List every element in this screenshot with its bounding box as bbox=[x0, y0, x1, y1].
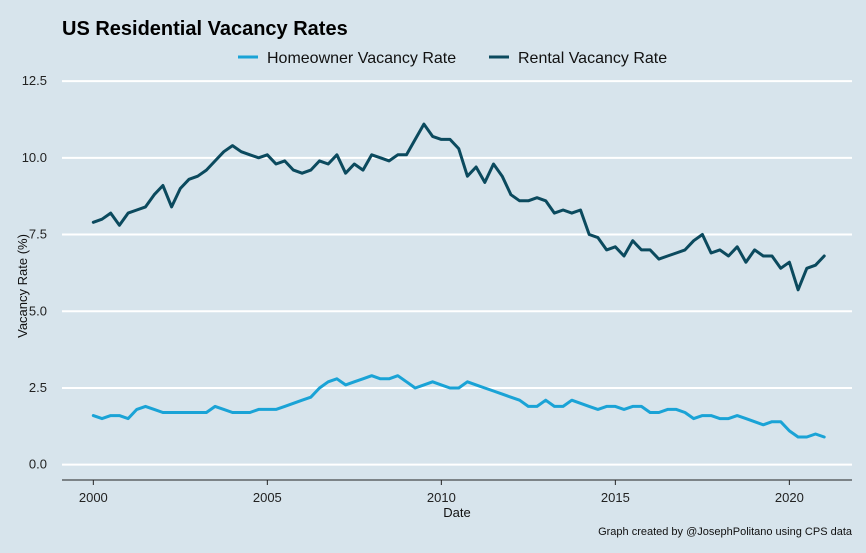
legend-label-rental: Rental Vacancy Rate bbox=[518, 50, 667, 67]
source-caption: Graph created by @JosephPolitano using C… bbox=[598, 526, 853, 538]
y-axis-ticks: 0.0 2.5 5.0 7.5 10.0 12.5 bbox=[22, 73, 47, 472]
y-tick-label: 7.5 bbox=[29, 227, 47, 242]
x-tick-label: 2020 bbox=[775, 490, 804, 505]
gridlines bbox=[62, 80, 852, 466]
y-tick-label: 10.0 bbox=[22, 150, 47, 165]
rental-vacancy-line bbox=[91, 122, 826, 292]
x-axis-title: Date bbox=[443, 505, 470, 520]
x-tick-label: 2015 bbox=[601, 490, 630, 505]
y-tick-label: 2.5 bbox=[29, 380, 47, 395]
x-tick-label: 2010 bbox=[427, 490, 456, 505]
chart-title: US Residential Vacancy Rates bbox=[62, 18, 348, 40]
legend-label-homeowner: Homeowner Vacancy Rate bbox=[267, 50, 456, 67]
y-tick-label: 12.5 bbox=[22, 73, 47, 88]
y-tick-label: 0.0 bbox=[29, 457, 47, 472]
x-axis: 2000 2005 2010 2015 2020 bbox=[62, 479, 852, 505]
x-tick-label: 2000 bbox=[79, 490, 108, 505]
homeowner-vacancy-line bbox=[91, 374, 826, 439]
y-axis-title: Vacancy Rate (%) bbox=[15, 234, 30, 338]
legend: Homeowner Vacancy Rate Rental Vacancy Ra… bbox=[238, 50, 667, 67]
series-lines bbox=[91, 122, 826, 439]
y-tick-label: 5.0 bbox=[29, 303, 47, 318]
x-tick-label: 2005 bbox=[253, 490, 282, 505]
